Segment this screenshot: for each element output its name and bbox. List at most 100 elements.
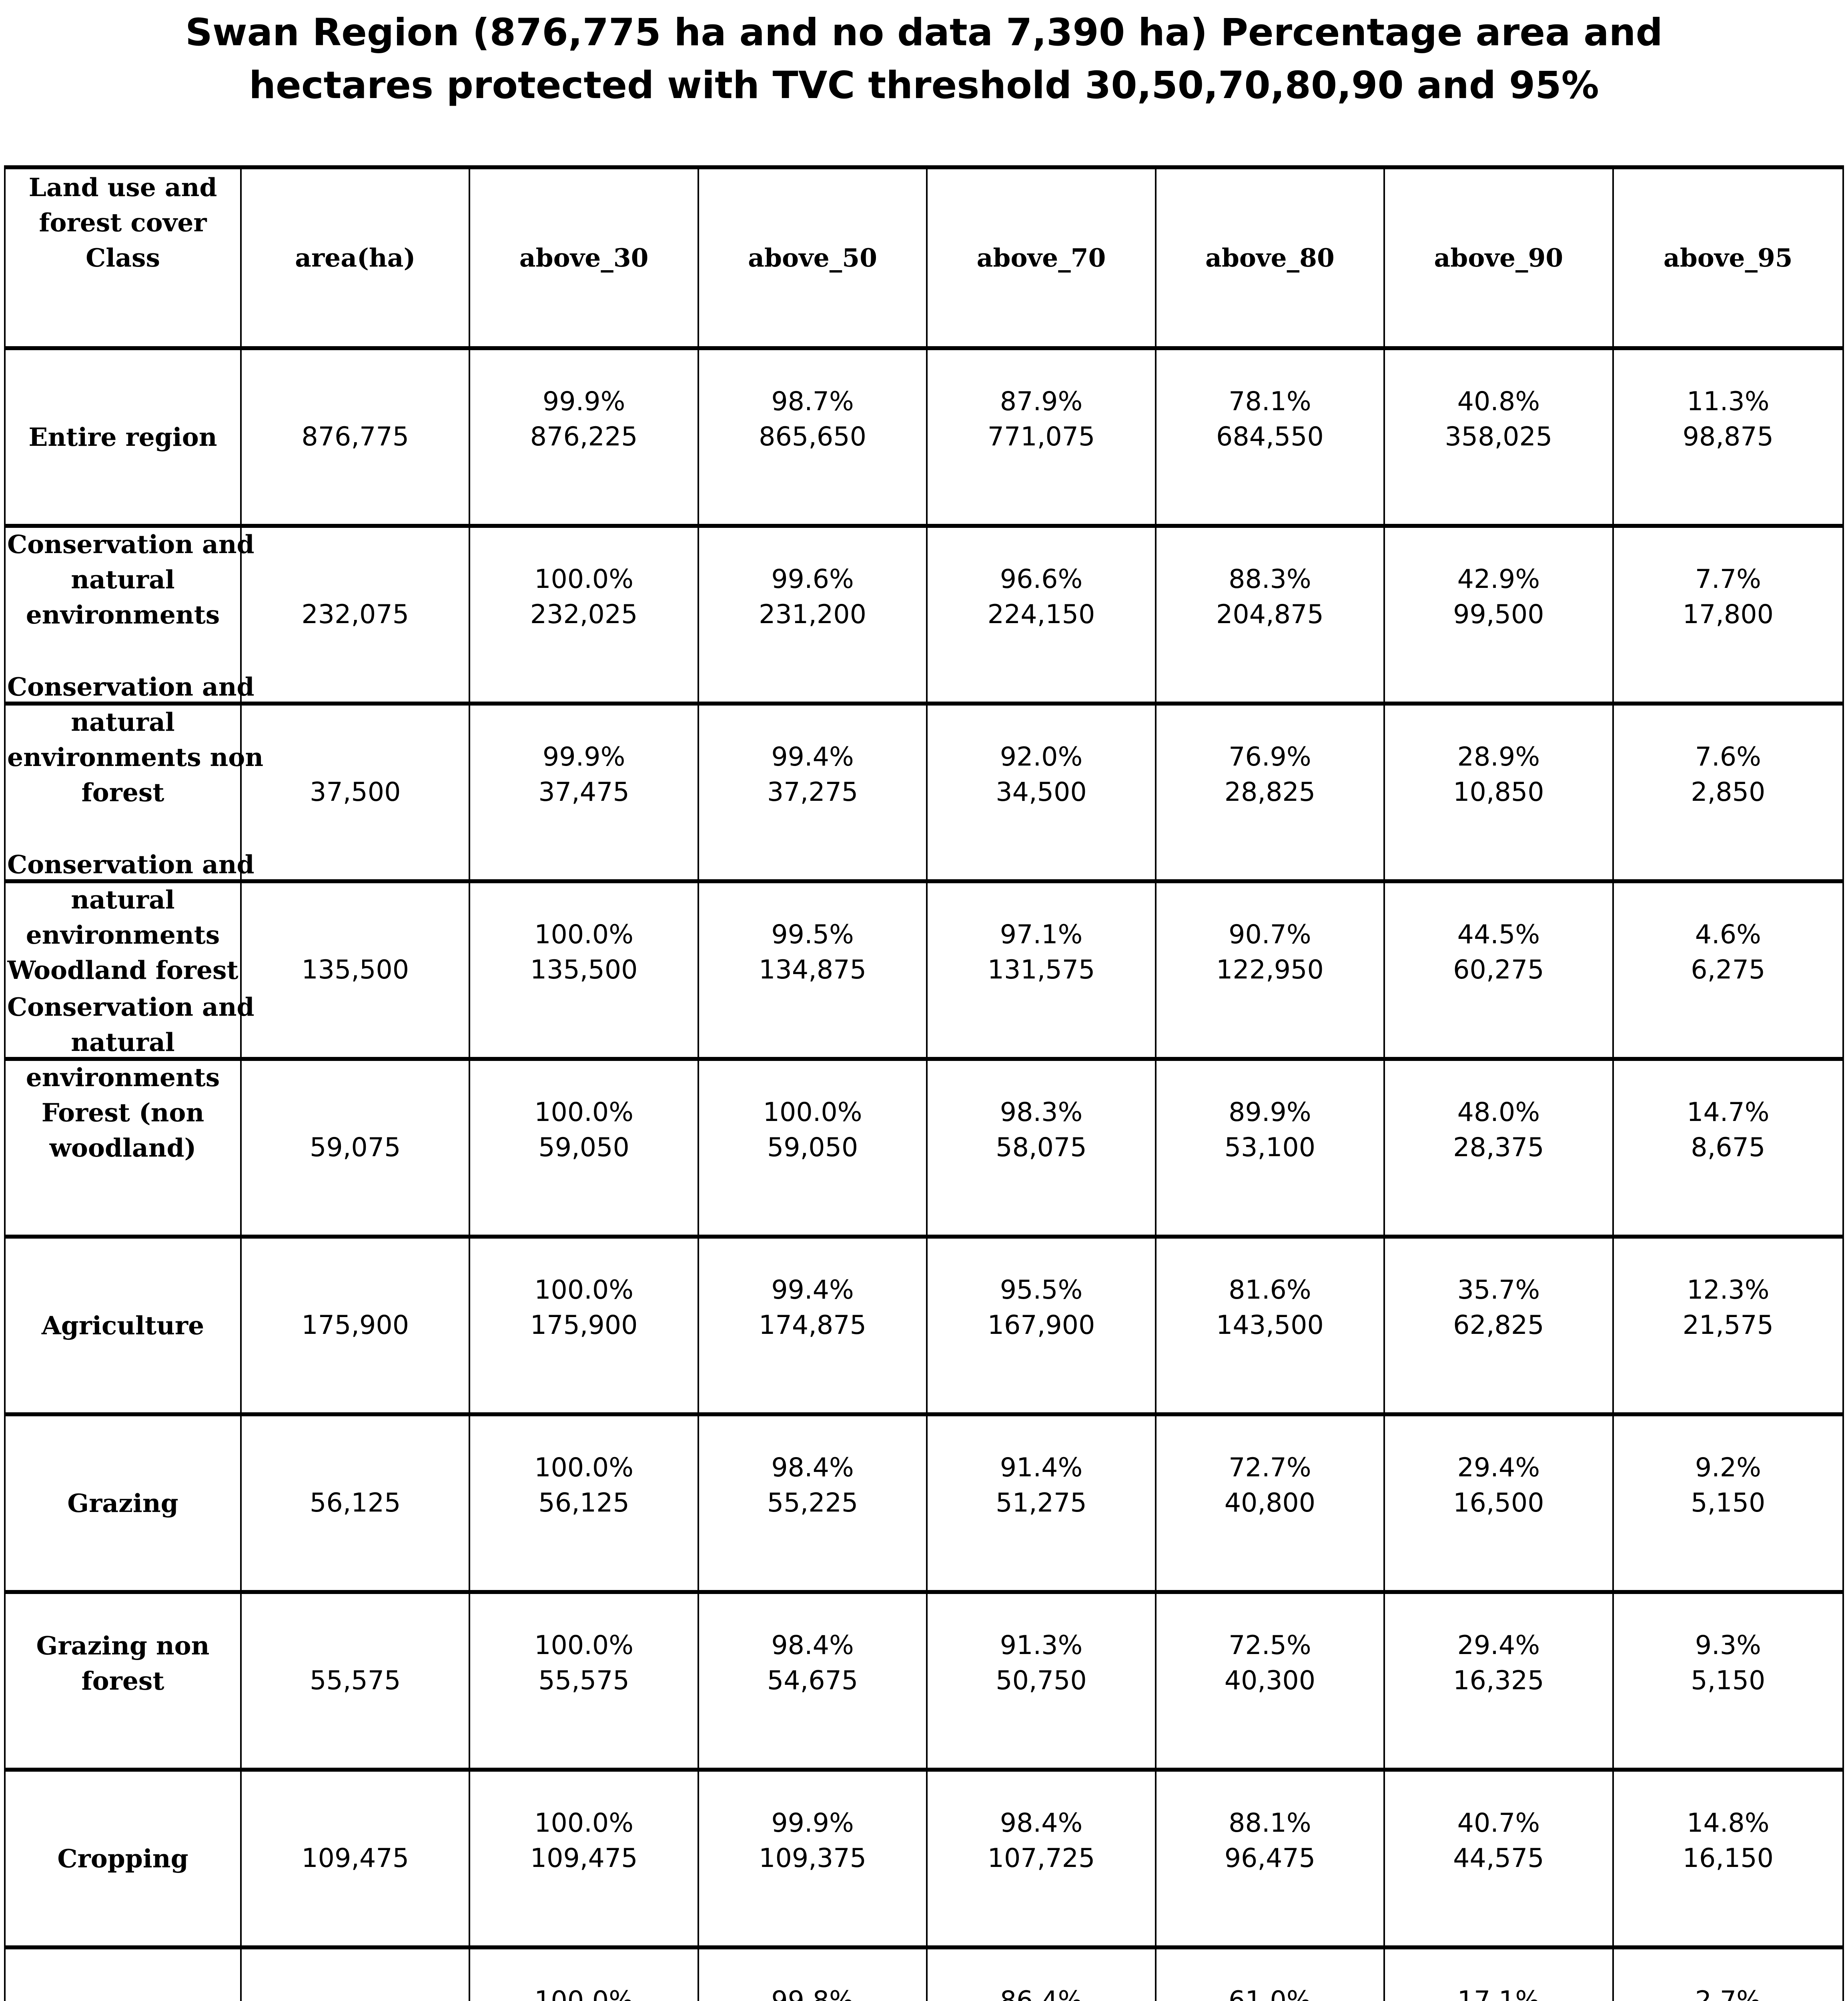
threshold-cell: 81.6% 143,500 — [1157, 1239, 1385, 1412]
percent-value: 9.2% — [1695, 1453, 1761, 1483]
column-header: area(ha) — [242, 169, 471, 346]
percent-value: 100.0% — [534, 1808, 634, 1838]
table-row: Conservation and natural environments Fo… — [6, 992, 1842, 1239]
threshold-cell: 61.0%6,150 — [1157, 1949, 1385, 2001]
threshold-cell: 100.0% 232,025 — [470, 528, 699, 702]
class-label: Agriculture — [41, 1311, 204, 1340]
percent-value: 98.7% — [771, 387, 854, 417]
hectares-value: 232,025 — [530, 599, 638, 630]
threshold-cell: 99.4% 174,875 — [699, 1239, 928, 1412]
hectares-value: 684,550 — [1216, 422, 1324, 452]
area-value: 109,475 — [301, 1843, 409, 1873]
area-cell: 109,475 — [242, 1772, 471, 1945]
threshold-cell: 99.5% 134,875 — [699, 883, 928, 1057]
percent-value: 96.6% — [1000, 564, 1083, 594]
percent-value: 40.8% — [1457, 387, 1540, 417]
percent-value: 98.3% — [1000, 1097, 1083, 1127]
hectares-value: 44,575 — [1453, 1843, 1544, 1873]
percent-value: 100.0% — [763, 1097, 862, 1127]
threshold-cell: 100.0% 109,475 — [470, 1772, 699, 1945]
page-title-line-2: hectares protected with TVC threshold 30… — [249, 63, 1599, 107]
percent-value: 98.4% — [771, 1630, 854, 1660]
percent-value: 28.9% — [1457, 742, 1540, 772]
column-header-label: above_50 — [748, 243, 877, 273]
column-header-label: above_70 — [976, 243, 1106, 273]
threshold-cell: 98.4% 107,725 — [928, 1772, 1157, 1945]
hectares-value: 2,850 — [1691, 777, 1766, 807]
threshold-cell: 7.6% 2,850 — [1614, 706, 1842, 879]
percent-value: 9.3% — [1695, 1630, 1761, 1660]
column-header: above_30 — [470, 169, 699, 346]
percent-value: 100.0% — [534, 1453, 634, 1483]
threshold-cell: 14.8% 16,150 — [1614, 1772, 1842, 1945]
hectares-value: 131,575 — [987, 955, 1095, 985]
hectares-value: 16,500 — [1453, 1488, 1544, 1518]
area-cell: 59,075 — [242, 1061, 471, 1235]
threshold-cell: 40.7% 44,575 — [1385, 1772, 1614, 1945]
area-value: 135,500 — [301, 955, 409, 985]
hectares-value: 37,475 — [538, 777, 629, 807]
page-title: Swan Region (876,775 ha and no data 7,39… — [0, 6, 1848, 112]
column-header-label: Land use and forest cover Class — [28, 172, 217, 273]
percent-value: 99.4% — [771, 1275, 854, 1305]
threshold-cell: 100.0% 175,900 — [470, 1239, 699, 1412]
percent-value: 61.0% — [1229, 1986, 1311, 2001]
percent-value: 91.3% — [1000, 1630, 1083, 1660]
percent-value: 12.3% — [1687, 1275, 1770, 1305]
class-label-cell: Cropping — [6, 1772, 242, 1945]
area-cell: 10,075 — [242, 1949, 471, 2001]
percent-value: 48.0% — [1457, 1097, 1540, 1127]
threshold-cell: 72.7% 40,800 — [1157, 1416, 1385, 1590]
percent-value: 86.4% — [1000, 1986, 1083, 2001]
percent-value: 98.4% — [1000, 1808, 1083, 1838]
threshold-cell: 89.9% 53,100 — [1157, 1061, 1385, 1235]
percent-value: 44.5% — [1457, 920, 1540, 950]
percent-value: 99.6% — [771, 564, 854, 594]
hectares-value: 37,275 — [767, 777, 858, 807]
hectares-value: 5,150 — [1691, 1666, 1766, 1696]
percent-value: 100.0% — [534, 1275, 634, 1305]
hectares-value: 62,825 — [1453, 1310, 1544, 1340]
area-cell: 55,575 — [242, 1594, 471, 1768]
percent-value: 87.9% — [1000, 387, 1083, 417]
class-label: Conservation and natural environments no… — [7, 672, 264, 807]
column-header-label: above_90 — [1434, 243, 1563, 273]
threshold-cell: 44.5% 60,275 — [1385, 883, 1614, 1057]
hectares-value: 55,575 — [538, 1666, 629, 1696]
threshold-cell: 88.3% 204,875 — [1157, 528, 1385, 702]
column-header: above_70 — [928, 169, 1157, 346]
percent-value: 100.0% — [534, 920, 634, 950]
class-label: Conservation and natural environments Fo… — [7, 992, 255, 1163]
threshold-cell: 29.4% 16,325 — [1385, 1594, 1614, 1768]
threshold-cell: 76.9% 28,825 — [1157, 706, 1385, 879]
class-label-cell: Agriculture — [6, 1239, 242, 1412]
threshold-cell: 97.1% 131,575 — [928, 883, 1157, 1057]
threshold-cell: 99.9% 109,375 — [699, 1772, 928, 1945]
class-label-cell: Entire region — [6, 350, 242, 524]
threshold-cell: 4.6% 6,275 — [1614, 883, 1842, 1057]
column-header-label: above_95 — [1663, 243, 1793, 273]
threshold-cell: 91.4% 51,275 — [928, 1416, 1157, 1590]
percent-value: 4.6% — [1695, 920, 1761, 950]
threshold-cell: 7.7% 17,800 — [1614, 528, 1842, 702]
threshold-cell: 9.3% 5,150 — [1614, 1594, 1842, 1768]
hectares-value: 109,475 — [530, 1843, 638, 1873]
class-label-cell: Grazing — [6, 1416, 242, 1590]
class-label-cell: Irrigation — [6, 1949, 242, 2001]
threshold-cell: 99.8%10,050 — [699, 1949, 928, 2001]
column-header-label: area(ha) — [295, 243, 416, 273]
percent-value: 78.1% — [1229, 387, 1311, 417]
table-row: Agriculture 175,900 100.0% 175,900 99.4% 174,… — [6, 1239, 1842, 1416]
threshold-cell: 100.0% 135,500 — [470, 883, 699, 1057]
threshold-cell: 100.0% 59,050 — [699, 1061, 928, 1235]
percent-value: 29.4% — [1457, 1453, 1540, 1483]
percent-value: 100.0% — [534, 1097, 634, 1127]
class-label: Cropping — [57, 1844, 188, 1873]
threshold-cell: 100.0% 59,050 — [470, 1061, 699, 1235]
table-header-row: Land use and forest cover Class area(ha) a… — [6, 169, 1842, 350]
column-header-label: above_30 — [519, 243, 649, 273]
hectares-value: 99,500 — [1453, 599, 1544, 630]
hectares-value: 96,475 — [1224, 1843, 1316, 1873]
percent-value: 29.4% — [1457, 1630, 1540, 1660]
hectares-value: 16,325 — [1453, 1666, 1544, 1696]
